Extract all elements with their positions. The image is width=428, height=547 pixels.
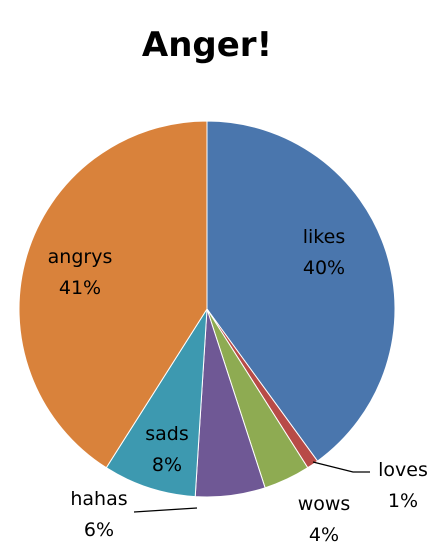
pie-slice-sads (105, 308, 208, 498)
data-label-loves-percent: 1% (388, 490, 418, 512)
pie-slice-angrys (18, 120, 208, 469)
data-label-wows-percent: 4% (309, 524, 339, 546)
data-label-hahas-percent: 6% (84, 519, 114, 541)
data-label-loves-name: loves (378, 459, 428, 481)
pie-slice-likes (206, 120, 396, 462)
data-label-wows-name: wows (298, 493, 351, 515)
data-label-hahas-name: hahas (70, 488, 127, 510)
data-label-sads-name: sads (145, 423, 189, 445)
data-label-angrys-percent: 41% (59, 277, 101, 299)
chart-title: Anger! (142, 25, 272, 65)
leader-lines (133, 461, 370, 513)
data-label-angrys-name: angrys (48, 246, 113, 268)
data-label-likes-percent: 40% (303, 257, 345, 279)
data-label-likes-name: likes (303, 226, 345, 248)
data-labels: likes 40% loves 1% wows 4% hahas 6% sads 8% angrys… (48, 226, 428, 546)
pie-slices (18, 120, 396, 498)
data-label-sads-percent: 8% (152, 454, 182, 476)
leader-line-loves (312, 461, 370, 473)
leader-line-hahas (133, 507, 198, 513)
